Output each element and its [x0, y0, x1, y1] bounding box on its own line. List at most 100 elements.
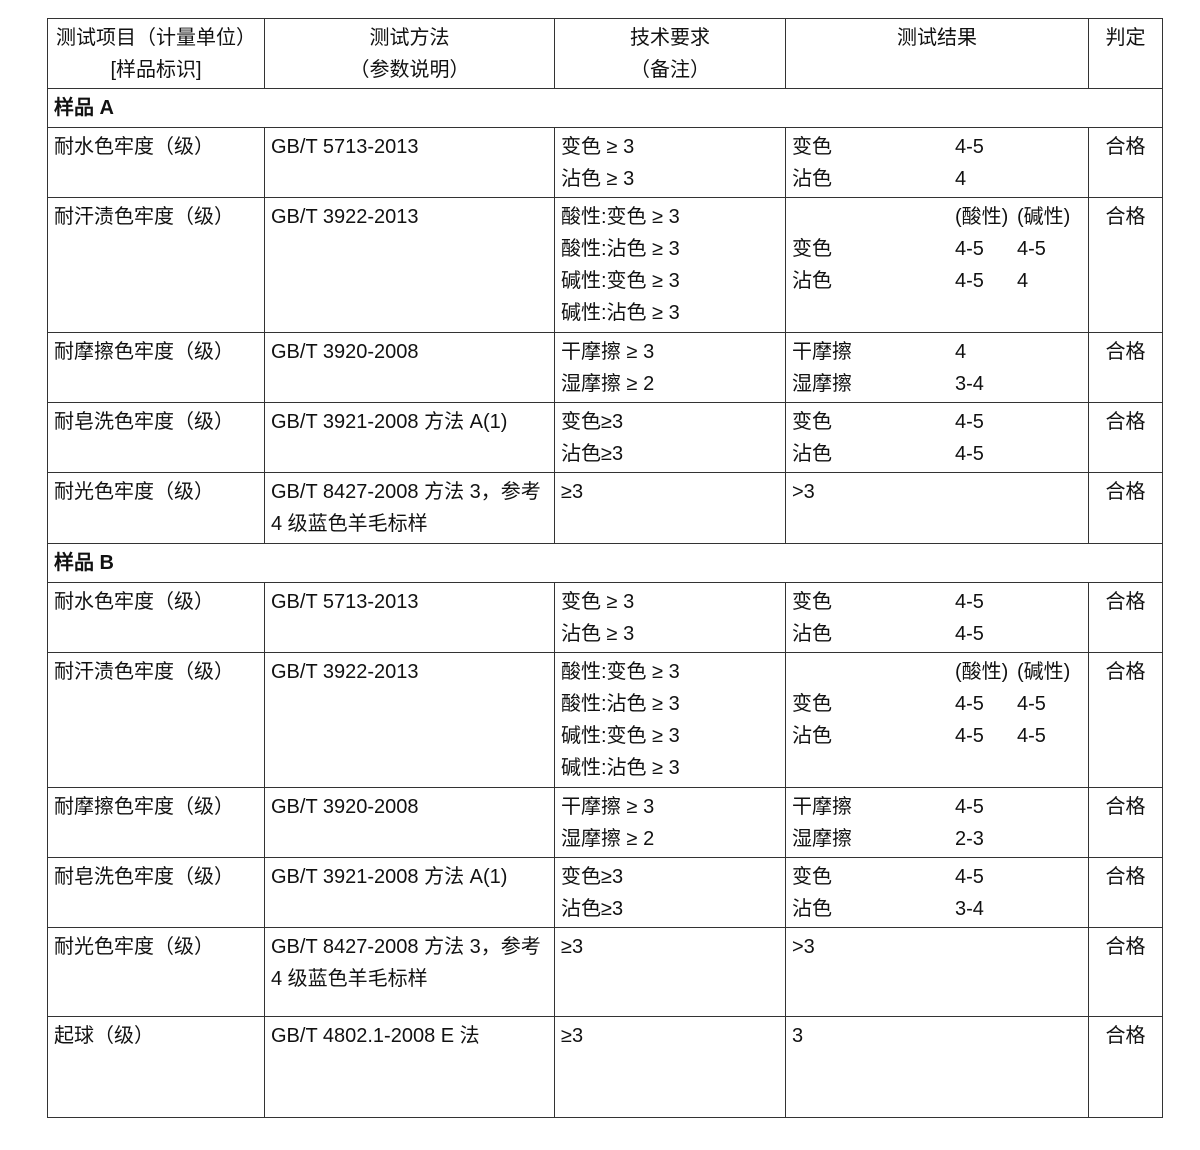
result-value: 4 — [1017, 270, 1029, 292]
item-cell: 耐水色牢度（级） — [47, 582, 265, 653]
result-line: (酸性) (碱性) — [792, 201, 1082, 233]
result-line: 变色 4-5 4-5 — [792, 688, 1082, 720]
result-value: 4-5 — [955, 270, 984, 292]
result-value: 3-4 — [955, 373, 984, 395]
result-cell: 变色 4-5 沾色 4-5 — [785, 582, 1089, 653]
verdict-cell: 合格 — [1088, 127, 1163, 198]
header-verdict-line: 判定 — [1105, 27, 1146, 49]
result-line: 沾色 4-5 4-5 — [792, 720, 1082, 752]
item-cell: 耐皂洗色牢度（级） — [47, 857, 265, 928]
result-label: 变色 — [792, 866, 832, 888]
result-line: >3 — [792, 931, 1082, 963]
requirement-cell: 变色 ≥ 3 沾色 ≥ 3 — [554, 127, 786, 198]
header-item-line: 测试项目（计量单位） — [56, 27, 256, 49]
table-row: 耐光色牢度（级） GB/T 8427-2008 方法 3，参考 4 级蓝色羊毛标样… — [47, 927, 1163, 1017]
table-row: 耐水色牢度（级） GB/T 5713-2013 变色 ≥ 3 沾色 ≥ 3 变色 4-5 沾… — [47, 582, 1163, 653]
requirement-line: 酸性:沾色 ≥ 3 — [561, 238, 680, 260]
requirement-cell: 干摩擦 ≥ 3 湿摩擦 ≥ 2 — [554, 787, 786, 858]
requirement-line: 湿摩擦 ≥ 2 — [561, 373, 655, 395]
header-verdict: 判定 — [1088, 18, 1163, 89]
table-row: 耐摩擦色牢度（级） GB/T 3920-2008 干摩擦 ≥ 3 湿摩擦 ≥ 2 干摩擦… — [47, 332, 1163, 403]
result-label — [792, 201, 955, 233]
header-row: 测试项目（计量单位） [样品标识] 测试方法 （参数说明） 技术要求 （备注） 测试结… — [47, 18, 1163, 89]
result-label: 干摩擦 — [792, 796, 852, 818]
result-value: (酸性) — [955, 661, 1009, 683]
verdict-cell: 合格 — [1088, 472, 1163, 544]
result-value: 2-3 — [955, 828, 984, 850]
result-value: 4-5 — [955, 623, 984, 645]
requirement-line: ≥3 — [561, 936, 584, 958]
header-item: 测试项目（计量单位） [样品标识] — [47, 18, 265, 89]
method-cell: GB/T 3920-2008 — [264, 332, 555, 403]
table-row: 起球（级） GB/T 4802.1-2008 E 法 ≥3 3 合格 — [47, 1016, 1163, 1118]
header-item-line: [样品标识] — [110, 59, 202, 81]
table-row: 耐汗渍色牢度（级） GB/T 3922-2013 酸性:变色 ≥ 3 酸性:沾色 ≥ … — [47, 652, 1163, 788]
result-value: (酸性) — [955, 206, 1009, 228]
result-cell: 干摩擦 4 湿摩擦 3-4 — [785, 332, 1089, 403]
result-cell: 3 — [785, 1016, 1089, 1118]
requirement-cell: 酸性:变色 ≥ 3 酸性:沾色 ≥ 3 碱性:变色 ≥ 3 碱性:沾色 ≥ 3 — [554, 652, 786, 788]
requirement-line: 碱性:沾色 ≥ 3 — [561, 757, 680, 779]
requirement-line: 沾色≥3 — [561, 898, 624, 920]
table-row: 耐皂洗色牢度（级） GB/T 3921-2008 方法 A(1) 变色≥3 沾色≥3 变… — [47, 402, 1163, 473]
requirement-line: 变色≥3 — [561, 411, 624, 433]
result-cell: (酸性) (碱性) 变色 4-5 4-5 沾色 4-5 4 — [785, 197, 1089, 333]
method-cell: GB/T 5713-2013 — [264, 582, 555, 653]
requirement-line: 碱性:变色 ≥ 3 — [561, 270, 680, 292]
result-line: 干摩擦 4 — [792, 336, 1082, 368]
header-requirement: 技术要求 （备注） — [554, 18, 786, 89]
header-method: 测试方法 （参数说明） — [264, 18, 555, 89]
result-line: 变色 4-5 — [792, 131, 1082, 163]
result-label — [792, 656, 955, 688]
verdict-cell: 合格 — [1088, 332, 1163, 403]
result-value: 4-5 — [955, 238, 984, 260]
requirement-line: 沾色 ≥ 3 — [561, 168, 635, 190]
verdict-cell: 合格 — [1088, 857, 1163, 928]
result-label: 干摩擦 — [792, 341, 852, 363]
table-row: 耐摩擦色牢度（级） GB/T 3920-2008 干摩擦 ≥ 3 湿摩擦 ≥ 2 干摩擦… — [47, 787, 1163, 858]
result-line: 沾色 4-5 — [792, 618, 1082, 650]
requirement-line: ≥3 — [561, 481, 584, 503]
requirement-cell: ≥3 — [554, 927, 786, 1017]
table-row: 耐水色牢度（级） GB/T 5713-2013 变色 ≥ 3 沾色 ≥ 3 变色 4-5 沾… — [47, 127, 1163, 198]
requirement-line: 碱性:变色 ≥ 3 — [561, 725, 680, 747]
section-row: 样品 A — [47, 88, 1163, 128]
result-label: 湿摩擦 — [792, 373, 852, 395]
result-label: 沾色 — [792, 443, 832, 465]
method-cell: GB/T 8427-2008 方法 3，参考 4 级蓝色羊毛标样 — [264, 927, 555, 1017]
result-line: 干摩擦 4-5 — [792, 791, 1082, 823]
item-cell: 耐水色牢度（级） — [47, 127, 265, 198]
method-cell: GB/T 3921-2008 方法 A(1) — [264, 402, 555, 473]
result-label: 变色 — [792, 591, 832, 613]
item-cell: 耐汗渍色牢度（级） — [47, 652, 265, 788]
verdict-cell: 合格 — [1088, 197, 1163, 333]
method-cell: GB/T 3921-2008 方法 A(1) — [264, 857, 555, 928]
verdict-cell: 合格 — [1088, 787, 1163, 858]
result-label: 沾色 — [792, 623, 832, 645]
verdict-cell: 合格 — [1088, 652, 1163, 788]
result-value: (碱性) — [1017, 206, 1071, 228]
table-row: 耐皂洗色牢度（级） GB/T 3921-2008 方法 A(1) 变色≥3 沾色≥3 变… — [47, 857, 1163, 928]
result-value: 4-5 — [955, 725, 984, 747]
result-cell: >3 — [785, 927, 1089, 1017]
result-value: 4-5 — [955, 866, 984, 888]
result-label: 湿摩擦 — [792, 828, 852, 850]
requirement-line: 碱性:沾色 ≥ 3 — [561, 302, 680, 324]
verdict-cell: 合格 — [1088, 1016, 1163, 1118]
requirement-cell: 变色≥3 沾色≥3 — [554, 402, 786, 473]
requirement-line: 变色 ≥ 3 — [561, 136, 635, 158]
result-value: 4-5 — [955, 411, 984, 433]
item-cell: 起球（级） — [47, 1016, 265, 1118]
section-title: 样品 A — [47, 88, 1163, 128]
method-cell: GB/T 3922-2013 — [264, 197, 555, 333]
requirement-line: 干摩擦 ≥ 3 — [561, 796, 655, 818]
result-label: 沾色 — [792, 168, 832, 190]
result-label: 变色 — [792, 238, 832, 260]
requirement-line: 酸性:沾色 ≥ 3 — [561, 693, 680, 715]
result-value: 4-5 — [955, 796, 984, 818]
header-result: 测试结果 — [785, 18, 1089, 89]
result-value: 4-5 — [1017, 238, 1046, 260]
requirement-line: 变色≥3 — [561, 866, 624, 888]
header-requirement-line: （备注） — [630, 59, 710, 81]
result-line: 沾色 3-4 — [792, 893, 1082, 925]
